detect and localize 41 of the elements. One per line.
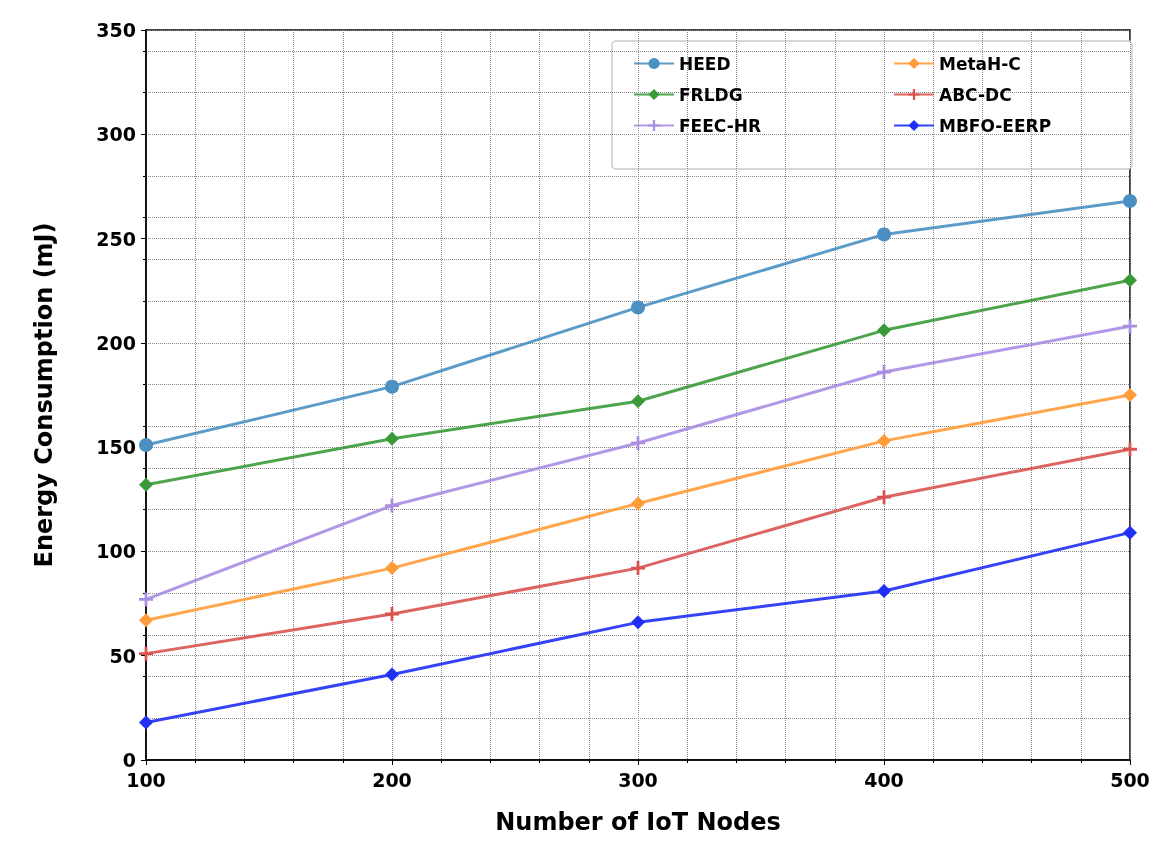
point: [385, 561, 399, 576]
y-tick-label: 0: [122, 749, 136, 771]
y-tick-label: 150: [96, 436, 136, 459]
legend-label: MBFO-EERP: [939, 115, 1052, 136]
point: [1123, 273, 1137, 288]
x-tick-label: 200: [372, 768, 412, 791]
point: [877, 227, 891, 242]
point: [385, 431, 399, 446]
y-tick-label: 200: [96, 331, 136, 354]
point: [877, 433, 891, 448]
y-tick-label: 350: [96, 19, 136, 41]
legend-label: MetaH-C: [939, 53, 1021, 74]
point: [1123, 525, 1137, 540]
y-axis-title: Energy Consumption (mJ): [30, 222, 58, 568]
point: [139, 715, 153, 730]
point: [139, 438, 153, 453]
point: [631, 496, 645, 511]
x-tick-label: 100: [126, 768, 166, 791]
legend-label: ABC-DC: [939, 84, 1012, 105]
y-tick-label: 50: [109, 644, 136, 667]
legend-label: FEEC-HR: [679, 115, 762, 136]
x-tick-label: 500: [1110, 768, 1150, 791]
point: [877, 323, 891, 338]
legend-label: FRLDG: [679, 84, 743, 105]
x-tick-label: 300: [618, 768, 658, 791]
point: [877, 584, 891, 599]
y-tick-label: 300: [96, 123, 136, 146]
legend-label: HEED: [679, 53, 731, 74]
y-tick-label: 100: [96, 540, 136, 563]
point: [1123, 388, 1137, 402]
point: [139, 477, 153, 492]
y-tick-label: 250: [96, 227, 136, 250]
point: [1123, 194, 1137, 209]
point: [631, 615, 645, 630]
point: [385, 379, 399, 394]
x-axis-title: Number of IoT Nodes: [495, 808, 781, 836]
point: [631, 394, 645, 409]
point: [385, 667, 399, 682]
point: [631, 300, 645, 315]
point: [139, 613, 153, 628]
x-tick-label: 400: [864, 768, 904, 791]
